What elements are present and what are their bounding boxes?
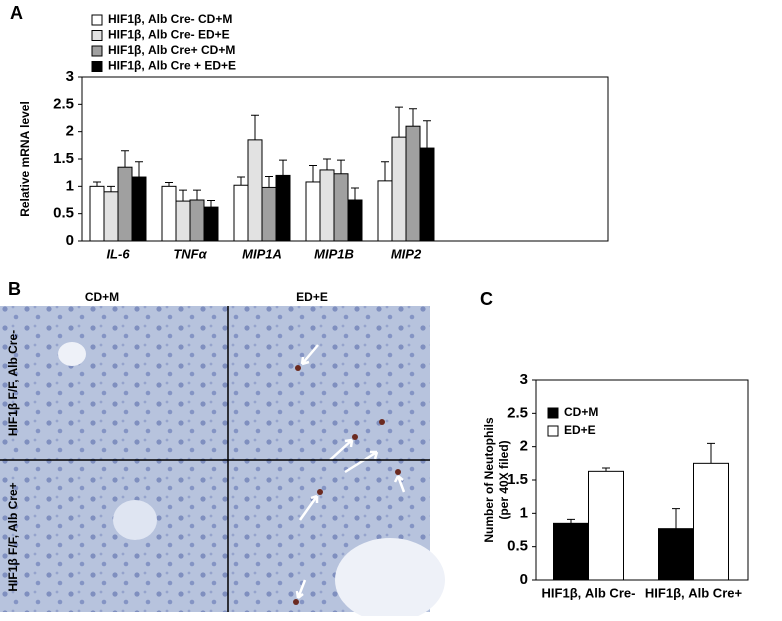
legend-swatch <box>91 14 103 26</box>
y-tick-label: 0 <box>520 571 528 588</box>
row-label: HIF1β F/F, Alb Cre- <box>6 330 20 436</box>
legend-label: HIF1β, Alb Cre- CD+M <box>108 12 232 26</box>
legend-swatch <box>547 425 559 437</box>
vessel <box>58 342 86 366</box>
bar <box>333 173 349 242</box>
x-tick-label: IL-6 <box>106 246 130 261</box>
bar <box>247 139 263 242</box>
x-tick-label: TNFα <box>173 246 207 261</box>
y-axis-label: Number of Neutophils <box>482 417 496 543</box>
error-bar <box>395 106 403 138</box>
bar <box>588 470 624 581</box>
error-bar <box>135 161 143 178</box>
bar <box>275 174 291 242</box>
y-axis-label: (per 40X filed) <box>497 440 511 519</box>
x-tick-label: HIF1β, Alb Cre- <box>542 585 636 600</box>
error-bar <box>567 518 575 524</box>
bar <box>405 125 421 242</box>
legend-swatch <box>91 45 103 57</box>
error-bar <box>323 158 331 170</box>
legend-swatch <box>91 30 103 41</box>
bar <box>161 185 177 242</box>
bar <box>233 184 249 242</box>
y-tick-label: 1.5 <box>507 471 528 488</box>
bar <box>103 191 119 242</box>
legend-label: HIF1β, Alb Cre- ED+E <box>108 28 230 42</box>
error-bar <box>423 120 431 149</box>
x-tick-label: HIF1β, Alb Cre+ <box>645 585 743 600</box>
error-bar <box>602 467 610 472</box>
legend-swatch <box>547 407 559 419</box>
error-bar <box>707 442 715 464</box>
y-tick-label: 1.5 <box>53 150 74 167</box>
y-tick-label: 2 <box>520 438 528 455</box>
error-bar <box>193 189 201 200</box>
error-bar <box>251 114 259 140</box>
y-tick-label: 2.5 <box>53 95 74 112</box>
error-bar <box>351 187 359 200</box>
error-bar <box>265 175 273 188</box>
error-bar <box>207 200 215 208</box>
legend-label: HIF1β, Alb Cre + ED+E <box>108 59 236 73</box>
row-label: HIF1β F/F, Alb Cre+ <box>6 482 20 591</box>
error-bar <box>121 150 129 168</box>
y-axis-label: Relative mRNA level <box>18 101 32 217</box>
y-tick-label: 3 <box>520 371 528 388</box>
bar <box>261 186 277 242</box>
bar <box>319 169 335 242</box>
y-tick-label: 0 <box>66 232 74 249</box>
bar <box>89 185 105 242</box>
bar <box>175 200 191 242</box>
x-tick-label: MIP1B <box>314 246 354 261</box>
bar <box>693 462 729 581</box>
y-tick-label: 2.5 <box>507 404 528 421</box>
error-bar <box>179 189 187 202</box>
y-tick-label: 3 <box>66 68 74 85</box>
bar <box>391 136 407 242</box>
y-tick-label: 0.5 <box>53 205 74 222</box>
panel-label: A <box>10 3 23 23</box>
bar <box>203 206 219 242</box>
error-bar <box>672 508 680 529</box>
column-label: CD+M <box>85 290 119 304</box>
error-bar <box>337 159 345 174</box>
error-bar <box>409 108 417 127</box>
vessel <box>335 538 445 621</box>
bar <box>117 166 133 242</box>
panel-label: C <box>480 289 493 309</box>
micrograph <box>0 306 445 621</box>
error-bar <box>107 185 115 192</box>
bar <box>305 181 321 242</box>
error-bar <box>237 176 245 186</box>
vessel <box>113 500 157 540</box>
panel-label: B <box>8 279 21 299</box>
bar <box>189 199 205 242</box>
error-bar <box>279 159 287 176</box>
bar <box>347 199 363 242</box>
error-bar <box>93 181 101 187</box>
bar <box>658 528 694 581</box>
y-tick-label: 0.5 <box>507 538 528 555</box>
y-tick-label: 2 <box>66 123 74 140</box>
bar <box>377 180 393 242</box>
bar <box>419 147 435 242</box>
stain <box>293 365 401 605</box>
legend-label: ED+E <box>564 423 596 437</box>
bar <box>131 176 147 242</box>
y-tick-label: 1 <box>520 504 528 521</box>
error-bar <box>165 182 173 187</box>
y-tick-label: 1 <box>66 177 74 194</box>
legend-swatch <box>91 61 103 72</box>
x-tick-label: MIP1A <box>242 246 282 261</box>
column-label: ED+E <box>296 290 328 304</box>
legend-label: CD+M <box>564 405 598 419</box>
error-bar <box>381 161 389 181</box>
error-bar <box>309 165 317 182</box>
arrows <box>295 344 406 599</box>
x-tick-label: MIP2 <box>391 246 422 261</box>
bar <box>553 522 589 581</box>
legend-label: HIF1β, Alb Cre+ CD+M <box>108 43 235 57</box>
